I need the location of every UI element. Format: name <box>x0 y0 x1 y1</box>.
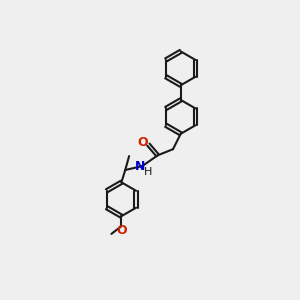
Text: H: H <box>144 167 152 176</box>
Text: O: O <box>138 136 148 149</box>
Text: N: N <box>135 160 145 173</box>
Text: O: O <box>116 224 127 236</box>
